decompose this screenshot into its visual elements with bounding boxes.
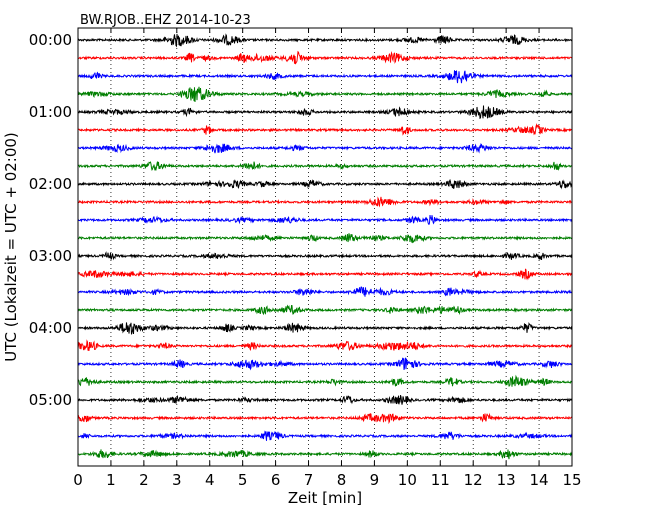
seismogram-trace — [77, 394, 573, 405]
x-tick-label: 0 — [73, 471, 83, 489]
x-tick-label: 1 — [106, 471, 116, 489]
ticks: 0 1 2 3 4 5 6 7 8 9 10 11 12 13 14 1500:0001:0002:0003:… — [29, 28, 582, 489]
x-tick-label: 14 — [530, 471, 549, 489]
seismogram-trace — [77, 412, 573, 425]
seismogram-trace — [77, 430, 573, 441]
x-axis-label: Zeit [min] — [288, 489, 362, 507]
seismogram-trace — [77, 449, 573, 460]
x-tick-label: 6 — [271, 471, 281, 489]
y-axis-label: UTC (Lokalzeit = UTC + 02:00) — [2, 132, 20, 362]
y-tick-label: 02:00 — [29, 175, 72, 193]
seismogram-trace — [77, 86, 573, 103]
seismogram-trace — [77, 215, 573, 225]
x-tick-label: 4 — [205, 471, 215, 489]
x-tick-label: 11 — [431, 471, 450, 489]
x-tick-label: 8 — [337, 471, 347, 489]
seismogram-trace — [77, 70, 573, 84]
x-tick-label: 9 — [370, 471, 380, 489]
traces — [77, 33, 573, 460]
y-tick-label: 00:00 — [29, 31, 72, 49]
seismogram-trace — [77, 251, 573, 261]
chart-title: BW.RJOB..EHZ 2014-10-23 — [80, 13, 251, 28]
plot-frame — [77, 27, 573, 467]
seismogram-trace — [77, 143, 573, 154]
seismogram-trace — [77, 105, 573, 120]
seismogram-trace — [77, 286, 573, 297]
x-tick-label: 15 — [562, 471, 581, 489]
y-tick-label: 05:00 — [29, 391, 72, 409]
x-tick-label: 12 — [464, 471, 483, 489]
y-tick-label: 04:00 — [29, 319, 72, 337]
x-tick-label: 5 — [238, 471, 248, 489]
seismogram-trace — [77, 374, 573, 387]
x-tick-label: 13 — [497, 471, 516, 489]
seismogram-trace — [77, 304, 573, 316]
seismogram-trace — [77, 161, 573, 172]
seismogram-trace — [77, 268, 573, 281]
y-tick-label: 01:00 — [29, 103, 72, 121]
seismogram-trace — [77, 122, 572, 136]
seismogram-trace — [77, 196, 573, 208]
x-tick-label: 10 — [398, 471, 417, 489]
seismogram-trace — [77, 178, 573, 190]
seismogram-trace — [77, 233, 573, 244]
x-tick-label: 3 — [172, 471, 182, 489]
seismogram-trace — [77, 357, 573, 371]
seismogram-trace — [77, 339, 573, 352]
x-tick-label: 2 — [139, 471, 149, 489]
seismogram-trace — [77, 321, 573, 335]
y-tick-label: 03:00 — [29, 247, 72, 265]
seismogram-trace — [77, 50, 573, 65]
x-tick-label: 7 — [304, 471, 314, 489]
seismogram-trace — [77, 33, 573, 48]
